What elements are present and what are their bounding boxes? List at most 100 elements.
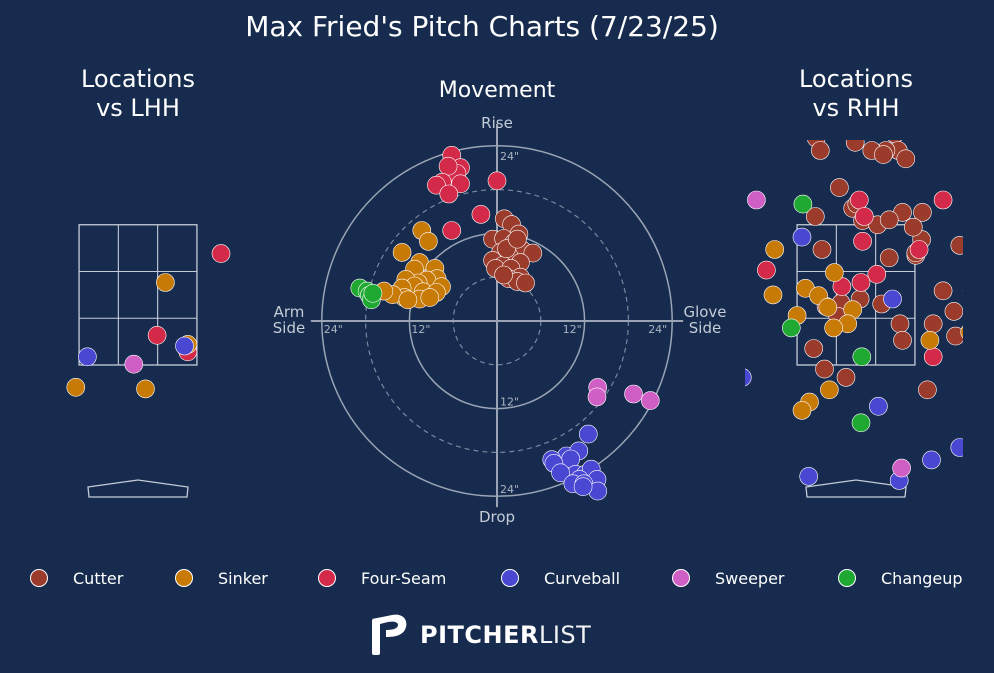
sinker-point	[920, 330, 940, 350]
cutter-point	[950, 236, 963, 255]
brand-wordmark: PITCHERLIST	[420, 621, 591, 649]
cutter-point	[913, 203, 932, 222]
axis-label-arm-side: Arm	[274, 303, 305, 321]
legend-marker-icon	[30, 569, 48, 587]
legend-item-sweeper: Sweeper	[672, 565, 785, 591]
four-seam-point	[853, 232, 872, 251]
cutter-point	[810, 141, 830, 160]
four-seam-point	[933, 190, 953, 210]
changeup-point	[852, 347, 872, 367]
axis-label-rise: Rise	[481, 114, 513, 132]
legend-label: Cutter	[73, 568, 124, 588]
pitcherlist-brand: PITCHERLIST	[370, 612, 591, 658]
cutter-point	[516, 273, 535, 293]
four-seam-point	[438, 156, 458, 176]
cutter-point	[879, 248, 899, 268]
legend-marker-icon	[672, 569, 690, 587]
sinker-point	[792, 401, 812, 420]
sweeper-point	[624, 384, 643, 404]
axis-label-glove-side: Glove	[683, 303, 726, 321]
sinker-point	[825, 263, 844, 282]
cutter-point	[944, 302, 963, 321]
sinker-point	[392, 243, 412, 262]
cutter-point	[836, 368, 856, 387]
curveball-point	[883, 289, 902, 309]
cutter-point	[523, 243, 543, 263]
four-seam-point	[757, 260, 776, 280]
sinker-point	[419, 232, 438, 251]
legend-marker-icon	[838, 569, 856, 587]
changeup-point	[781, 318, 801, 338]
cutter-point	[508, 229, 527, 249]
legend-item-changeup: Changeup	[838, 565, 963, 591]
cutter-point	[812, 240, 832, 259]
brand-light-text: LIST	[538, 621, 592, 649]
sweeper-point	[892, 458, 911, 478]
curveball-point	[573, 477, 593, 497]
cutter-point	[893, 330, 912, 350]
ring-label: 24"	[324, 323, 343, 336]
changeup-point	[851, 413, 871, 433]
changeup-point	[363, 283, 383, 303]
cutter-point	[946, 326, 963, 346]
sinker-point	[820, 380, 839, 400]
four-seam-point	[471, 205, 491, 224]
cutter-point	[933, 281, 953, 301]
four-seam-point	[854, 207, 874, 226]
legend-marker-icon	[318, 569, 336, 587]
cutter-point	[845, 140, 865, 152]
four-seam-point	[962, 289, 963, 293]
legend-label: Changeup	[881, 568, 963, 588]
cutter-point	[815, 359, 834, 379]
legend-item-sinker: Sinker	[175, 565, 268, 591]
curveball-point	[578, 424, 598, 444]
cutter-point	[918, 380, 937, 400]
cutter-point	[896, 149, 916, 169]
cutter-point	[890, 314, 910, 334]
four-seam-point	[923, 347, 943, 367]
sweeper-point	[757, 117, 775, 135]
sinker-point	[818, 297, 838, 317]
axis-label-drop: Drop	[479, 508, 515, 526]
ring-label: 12"	[411, 323, 430, 336]
four-seam-point	[487, 171, 507, 191]
ring-label: 24"	[500, 150, 519, 163]
four-seam-point	[849, 190, 869, 210]
curveball-point	[922, 450, 941, 470]
sinker-point	[398, 290, 418, 310]
sinker-point	[156, 273, 175, 292]
home-plate	[87, 479, 189, 498]
cutter-point	[830, 178, 849, 197]
movement-panel: MovementRiseDropArmSideGloveSide24"12"24…	[273, 78, 727, 526]
curveball-point	[792, 227, 812, 247]
legend-marker-icon	[175, 569, 193, 587]
panel-title: Locations	[81, 65, 195, 93]
sweeper-point	[124, 354, 144, 374]
changeup-point	[793, 194, 813, 214]
axis-label-arm-side: Side	[273, 319, 305, 337]
four-seam-point	[442, 221, 462, 240]
ring-label: 24"	[500, 483, 519, 496]
home-plate	[805, 479, 907, 498]
panel-title: vs RHH	[812, 94, 899, 122]
four-seam-point	[147, 325, 167, 345]
page-title: Max Fried's Pitch Charts (7/23/25)	[245, 10, 719, 43]
legend-item-four-seam: Four-Seam	[318, 565, 446, 591]
curveball-point	[175, 336, 194, 356]
panel-title: Movement	[439, 78, 556, 103]
curveball-point	[869, 396, 888, 416]
panel-title: vs LHH	[96, 94, 180, 122]
legend: Cutter Sinker Four-Seam Curveball Sweeper Cha…	[0, 565, 994, 593]
four-seam-point	[867, 264, 887, 284]
cutter-point	[494, 265, 513, 285]
curveball-point	[551, 463, 570, 483]
panel-title: Locations	[799, 65, 913, 93]
legend-label: Sweeper	[715, 568, 785, 588]
legend-marker-icon	[501, 569, 519, 587]
cutter-point	[794, 109, 812, 127]
axis-label-glove-side: Side	[689, 319, 721, 337]
four-seam-point	[851, 273, 871, 292]
